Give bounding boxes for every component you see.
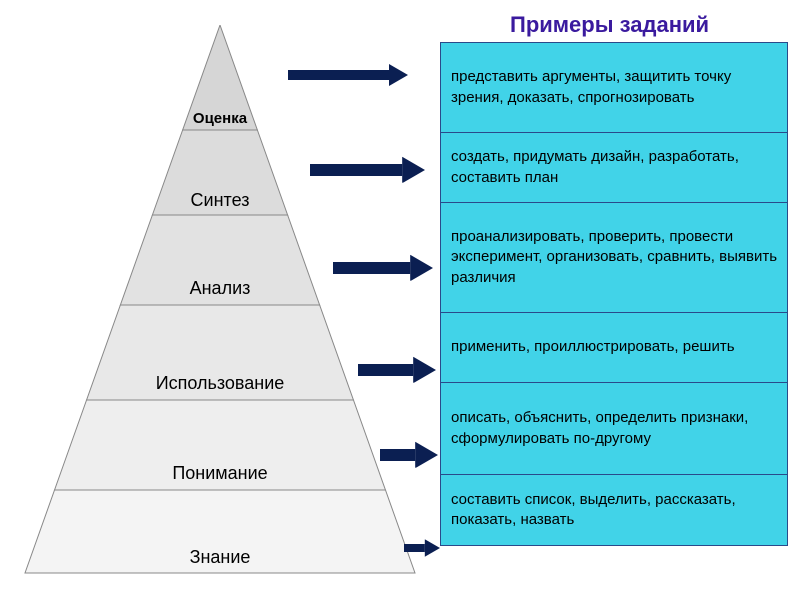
- arrow-icon: [333, 255, 433, 281]
- pyramid-svg: [20, 25, 420, 585]
- examples-title: Примеры заданий: [510, 12, 709, 38]
- arrow-icon: [358, 357, 436, 383]
- table-row: представить аргументы, защитить точку зр…: [441, 43, 787, 133]
- table-row: создать, придумать дизайн, разработать, …: [441, 133, 787, 203]
- pyramid-level-label: Использование: [120, 373, 320, 394]
- arrow-icon: [380, 442, 438, 468]
- pyramid-level-label: Анализ: [120, 278, 320, 299]
- pyramid-level-label: Знание: [120, 547, 320, 568]
- table-row: применить, проиллюстрировать, решить: [441, 313, 787, 383]
- arrow-icon: [288, 64, 408, 86]
- arrow-icon: [310, 157, 425, 183]
- table-row: составить список, выделить, рассказать, …: [441, 475, 787, 545]
- examples-table: представить аргументы, защитить точку зр…: [440, 42, 788, 546]
- pyramid-level-label: Синтез: [120, 190, 320, 211]
- table-row: описать, объяснить, определить признаки,…: [441, 383, 787, 475]
- table-row: проанализировать, проверить, провести эк…: [441, 203, 787, 313]
- diagram-root: Примеры заданий Оценка Синтез Анализ Исполь…: [0, 0, 800, 600]
- pyramid-area: Оценка Синтез Анализ Использование Понимание…: [20, 25, 420, 580]
- pyramid-level-label: Понимание: [120, 463, 320, 484]
- pyramid-level-label: Оценка: [120, 110, 320, 127]
- arrow-icon: [404, 539, 440, 557]
